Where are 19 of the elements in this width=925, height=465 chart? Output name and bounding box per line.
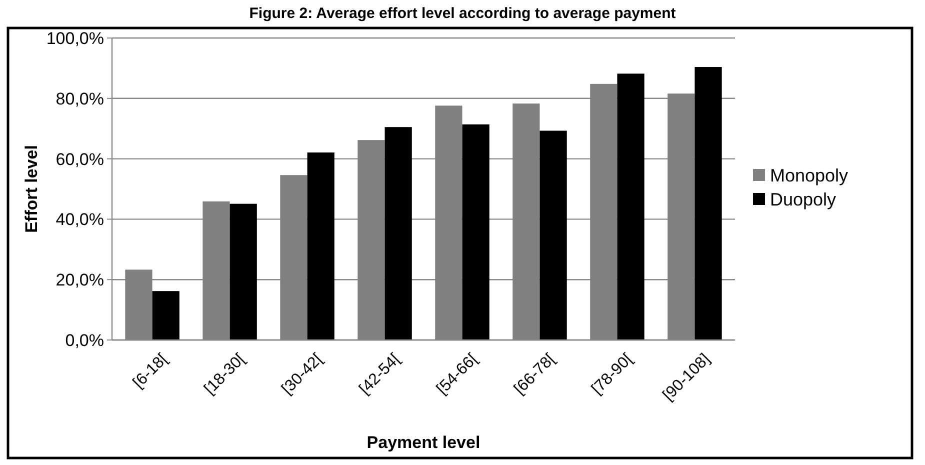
chart-title: Figure 2: Average effort level according to average payment — [249, 5, 676, 22]
y-tick-label: 40,0% — [56, 210, 104, 230]
y-axis-title: Effort level — [22, 145, 41, 233]
y-tick-label: 0,0% — [65, 330, 104, 350]
bar — [694, 66, 722, 340]
bar — [152, 291, 180, 340]
bar — [462, 124, 490, 340]
x-axis-title: Payment level — [366, 433, 480, 452]
legend-label: Duopoly — [770, 189, 836, 210]
y-tick-label: 100,0% — [46, 28, 104, 48]
y-tick-label: 20,0% — [56, 270, 104, 290]
bar — [230, 204, 257, 340]
bar — [307, 152, 334, 340]
bar — [540, 130, 567, 340]
bar — [617, 74, 644, 340]
bar — [384, 127, 412, 340]
y-tick-label: 80,0% — [56, 89, 104, 108]
legend-label: Monopoly — [770, 165, 848, 186]
y-tick-label: 60,0% — [56, 150, 104, 169]
